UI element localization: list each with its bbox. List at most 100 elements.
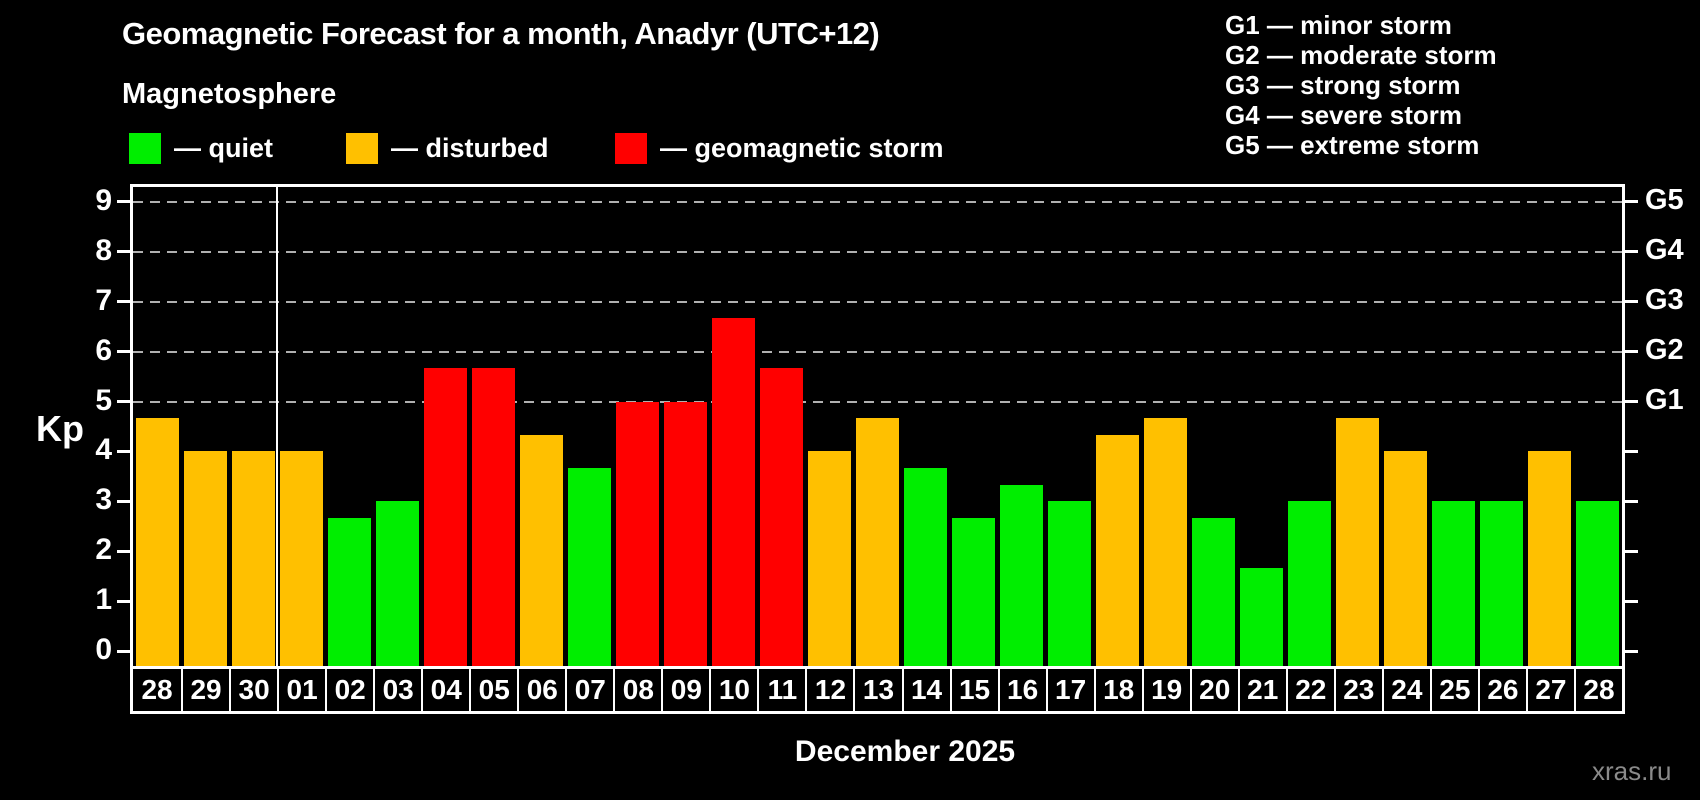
chart-subtitle: Magnetosphere — [122, 78, 337, 110]
watermark: xras.ru — [1592, 756, 1672, 786]
legend-item-disturbed: — disturbed — [346, 133, 549, 164]
y-tick-label-9: 9 — [95, 183, 112, 217]
gridline-kp8 — [133, 250, 1622, 253]
day-label-dec-25: 25 — [1429, 669, 1478, 711]
kp-bar-day-28 — [1576, 501, 1620, 666]
kp-bar-day-29 — [183, 451, 227, 666]
kp-bar-day-14 — [904, 467, 948, 666]
left-tick-1 — [117, 599, 130, 603]
right-tick-7 — [1625, 300, 1638, 304]
day-label-dec-04: 04 — [421, 669, 469, 711]
right-tick-8 — [1625, 250, 1638, 254]
gridline-kp9 — [133, 200, 1622, 203]
month-boundary-line — [276, 187, 279, 666]
kp-bar-day-15 — [952, 517, 996, 666]
day-label-dec-01: 01 — [277, 669, 325, 711]
kp-bar-day-26 — [1480, 501, 1524, 666]
kp-bar-day-16 — [1000, 484, 1044, 666]
day-label-dec-15: 15 — [949, 669, 998, 711]
chart-title: Geomagnetic Forecast for a month, Anadyr… — [122, 16, 880, 51]
day-label-dec-18: 18 — [1093, 669, 1142, 711]
day-label-dec-11: 11 — [757, 669, 805, 711]
storm-color-swatch — [615, 133, 647, 164]
y-tick-label-1: 1 — [95, 583, 112, 617]
day-label-dec-12: 12 — [805, 669, 853, 711]
quiet-color-swatch — [129, 133, 161, 164]
right-tick-6 — [1625, 350, 1638, 354]
day-label-dec-20: 20 — [1189, 669, 1238, 711]
left-tick-4 — [117, 449, 130, 453]
gridline-kp7 — [133, 300, 1622, 303]
day-label-dec-16: 16 — [997, 669, 1046, 711]
kp-bar-day-27 — [1528, 451, 1572, 666]
y-tick-label-7: 7 — [95, 283, 112, 317]
g-legend-line-g3: G3 — strong storm — [1225, 70, 1461, 100]
kp-bar-day-24 — [1384, 451, 1428, 666]
right-tick-2 — [1625, 549, 1638, 553]
day-label-dec-05: 05 — [469, 669, 517, 711]
kp-bar-day-01 — [279, 451, 323, 666]
y-tick-label-6: 6 — [95, 333, 112, 367]
gridline-kp5 — [133, 400, 1622, 403]
kp-bar-day-05 — [471, 368, 515, 666]
day-label-nov-28: 28 — [141, 674, 173, 705]
day-label-dec-24: 24 — [1381, 669, 1430, 711]
g-scale-label-g5: G5 — [1645, 183, 1684, 216]
g-legend-line-g4: G4 — severe storm — [1225, 100, 1463, 130]
left-tick-7 — [117, 300, 130, 304]
kp-bar-day-30 — [231, 451, 275, 666]
kp-bar-day-25 — [1432, 501, 1476, 666]
kp-bar-day-28 — [135, 417, 179, 666]
day-label-dec-07: 07 — [565, 669, 613, 711]
day-label-dec-27: 27 — [1525, 669, 1574, 711]
g-scale-label-g1: G1 — [1645, 383, 1684, 416]
kp-bar-day-03 — [375, 501, 419, 666]
y-tick-label-8: 8 — [95, 233, 112, 267]
y-axis-title: Kp — [36, 408, 84, 449]
day-label-dec-03: 03 — [373, 669, 421, 711]
kp-bar-day-18 — [1096, 434, 1140, 666]
day-label-dec-21: 21 — [1237, 669, 1286, 711]
day-label-dec-13: 13 — [853, 669, 901, 711]
kp-bar-day-11 — [759, 368, 803, 666]
right-tick-3 — [1625, 499, 1638, 503]
kp-bar-day-22 — [1288, 501, 1332, 666]
right-tick-9 — [1625, 200, 1638, 204]
y-tick-label-5: 5 — [95, 383, 112, 417]
day-label-dec-08: 08 — [613, 669, 661, 711]
kp-bar-day-13 — [856, 417, 899, 666]
day-label-dec-14: 14 — [901, 669, 950, 711]
y-tick-label-3: 3 — [95, 483, 112, 517]
kp-bar-day-07 — [567, 467, 611, 666]
gridline-kp6 — [133, 350, 1622, 353]
g-legend-line-g5: G5 — extreme storm — [1225, 130, 1480, 160]
kp-bar-day-09 — [663, 401, 707, 666]
left-tick-6 — [117, 350, 130, 354]
y-tick-label-0: 0 — [95, 633, 112, 666]
right-tick-5 — [1625, 400, 1638, 403]
left-tick-9 — [117, 200, 130, 204]
day-label-dec-28: 28 — [1573, 669, 1622, 711]
kp-bar-day-23 — [1336, 417, 1380, 666]
legend-item-quiet: — quiet — [129, 133, 273, 164]
day-label-dec-17: 17 — [1045, 669, 1094, 711]
y-tick-label-2: 2 — [95, 533, 112, 567]
kp-bar-day-02 — [327, 517, 371, 666]
kp-bar-day-04 — [423, 368, 467, 666]
g-scale-label-g2: G2 — [1645, 333, 1684, 366]
legend-item-storm: — geomagnetic storm — [615, 133, 944, 164]
left-tick-8 — [117, 250, 130, 254]
day-label-dec-02: 02 — [325, 669, 373, 711]
right-tick-4 — [1625, 449, 1638, 453]
g-legend-line-g1: G1 — minor storm — [1225, 10, 1452, 40]
day-label-dec-09: 09 — [661, 669, 709, 711]
kp-bar-day-19 — [1144, 417, 1188, 666]
day-label-dec-19: 19 — [1141, 669, 1190, 711]
legend-label-quiet: — quiet — [174, 133, 273, 163]
left-tick-3 — [117, 499, 130, 503]
g-scale-label-g4: G4 — [1645, 233, 1684, 266]
day-label-dec-26: 26 — [1477, 669, 1526, 711]
kp-bar-day-08 — [615, 401, 659, 666]
day-label-nov-30: 30 — [229, 669, 277, 711]
